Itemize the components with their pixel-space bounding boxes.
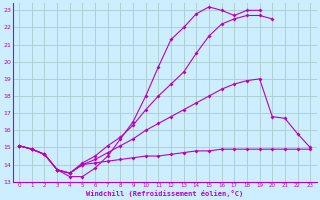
X-axis label: Windchill (Refroidissement éolien,°C): Windchill (Refroidissement éolien,°C) <box>86 190 243 197</box>
